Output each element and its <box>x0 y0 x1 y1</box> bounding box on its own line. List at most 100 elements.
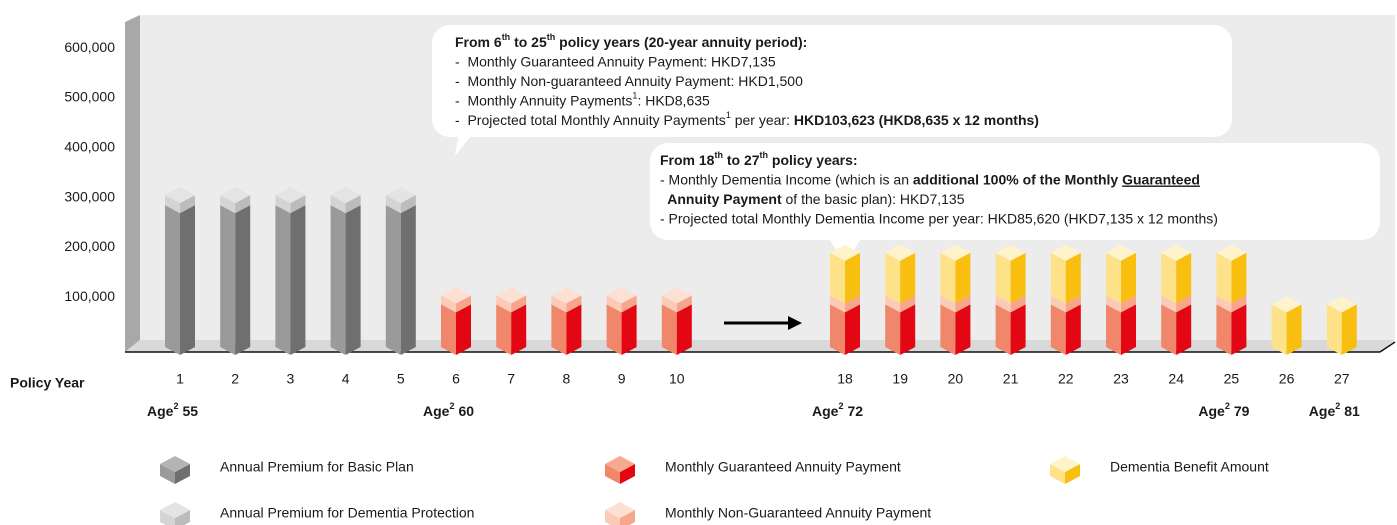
bar-side <box>1065 304 1081 355</box>
bar-side <box>1176 304 1192 355</box>
bar-side <box>1010 252 1026 304</box>
bar-side <box>566 304 582 355</box>
bar-face <box>275 195 291 214</box>
callout-line: - Projected total Monthly Annuity Paymen… <box>455 110 1039 127</box>
bar-side <box>620 464 635 484</box>
bar-side <box>955 295 971 313</box>
bar-segment <box>1161 304 1192 355</box>
bar-side <box>1121 304 1136 355</box>
x-tick-label: 6 <box>452 371 460 387</box>
bar-segment <box>220 205 251 355</box>
side-wall <box>125 15 140 352</box>
callout-text: policy years: <box>768 152 858 168</box>
bar-segment <box>885 244 916 304</box>
bar-side <box>1231 295 1247 313</box>
bar-side <box>845 252 860 304</box>
bar-side <box>290 205 306 355</box>
bar-face <box>606 304 622 355</box>
bar-face <box>441 295 456 313</box>
bar-side <box>235 195 251 214</box>
bar-segment <box>1216 244 1247 304</box>
bar-face <box>661 304 677 355</box>
bar-face <box>830 304 845 355</box>
bar-segment <box>606 304 637 355</box>
bar-side <box>400 195 416 214</box>
bar-side <box>1231 252 1247 304</box>
bar-segment <box>1271 296 1302 355</box>
bar-segment <box>1106 244 1136 304</box>
x-tick-label: 9 <box>618 371 626 387</box>
x-tick-label: 20 <box>948 371 964 387</box>
callout-text: From 6 <box>455 34 502 50</box>
callout-text: th <box>714 150 723 160</box>
bar-face <box>606 295 622 313</box>
callout-text: 1 <box>726 110 731 120</box>
callout-text: policy years (20-year annuity period): <box>555 34 807 50</box>
bar-top <box>1216 244 1247 261</box>
callout-text: Annuity Payment <box>660 191 782 207</box>
age-sup: 2 <box>1335 401 1340 411</box>
bar-side <box>955 304 971 355</box>
bar-face <box>220 205 236 355</box>
bar-face <box>385 195 401 214</box>
bar-face <box>496 304 512 355</box>
bar-face <box>1050 252 1066 304</box>
age-sup: 2 <box>449 401 454 411</box>
bar-segment <box>220 187 251 214</box>
bar-side <box>621 304 637 355</box>
bar-side <box>180 205 195 355</box>
bar-face <box>385 205 401 355</box>
x-axis-end <box>1379 341 1396 353</box>
bar-segment <box>496 287 527 313</box>
bar-segment <box>830 295 860 313</box>
bar-side <box>900 295 916 313</box>
bar-side <box>676 304 692 355</box>
bar-face <box>885 295 901 313</box>
bar-top <box>330 187 361 204</box>
age-value: 60 <box>458 403 474 419</box>
callout-text: th <box>502 32 511 42</box>
age-label: Age2 72 <box>812 401 863 418</box>
bar-side <box>511 295 527 313</box>
bar-side <box>345 195 361 214</box>
bar-face <box>995 252 1011 304</box>
bar-segment <box>995 304 1026 355</box>
bar-face <box>551 304 567 355</box>
bar-side <box>1065 252 1081 304</box>
callout-text: HKD103,623 (HKD8,635 x 12 months) <box>794 112 1039 128</box>
y-tick-label: 100,000 <box>64 288 115 304</box>
bar-segment <box>940 295 971 313</box>
bar-segment <box>830 244 860 304</box>
bar-side <box>175 464 190 484</box>
legend-icon <box>1050 456 1080 484</box>
bar-top <box>940 244 971 261</box>
age-sup: 2 <box>173 401 178 411</box>
age-text: Age <box>1198 403 1225 419</box>
bar-face <box>605 510 620 525</box>
callout-text: 1 <box>632 91 637 101</box>
bar-top <box>385 187 416 204</box>
bar-side <box>1286 304 1302 355</box>
callout-line: - Monthly Non-guaranteed Annuity Payment… <box>455 73 803 89</box>
bar-segment <box>330 187 361 214</box>
age-label: Age2 60 <box>423 401 474 418</box>
bar-segment <box>385 205 416 355</box>
bar-face <box>1050 464 1065 484</box>
bar-top <box>441 287 471 304</box>
bar-top <box>551 287 582 304</box>
bar-side <box>290 195 306 214</box>
callout-box <box>432 25 1232 156</box>
bar-side <box>180 195 195 214</box>
x-tick-label: 22 <box>1058 371 1074 387</box>
callout-box <box>650 143 1380 266</box>
bar-face <box>1161 252 1177 304</box>
callout-line: From 6th to 25th policy years (20-year a… <box>455 32 807 49</box>
bar-side <box>1065 295 1081 313</box>
bar-side <box>1121 295 1136 313</box>
bar-top <box>165 187 195 204</box>
age-label: Age2 55 <box>147 401 198 418</box>
x-tick-label: 21 <box>1003 371 1019 387</box>
x-tick-label: 3 <box>287 371 295 387</box>
bar-segment <box>885 304 916 355</box>
